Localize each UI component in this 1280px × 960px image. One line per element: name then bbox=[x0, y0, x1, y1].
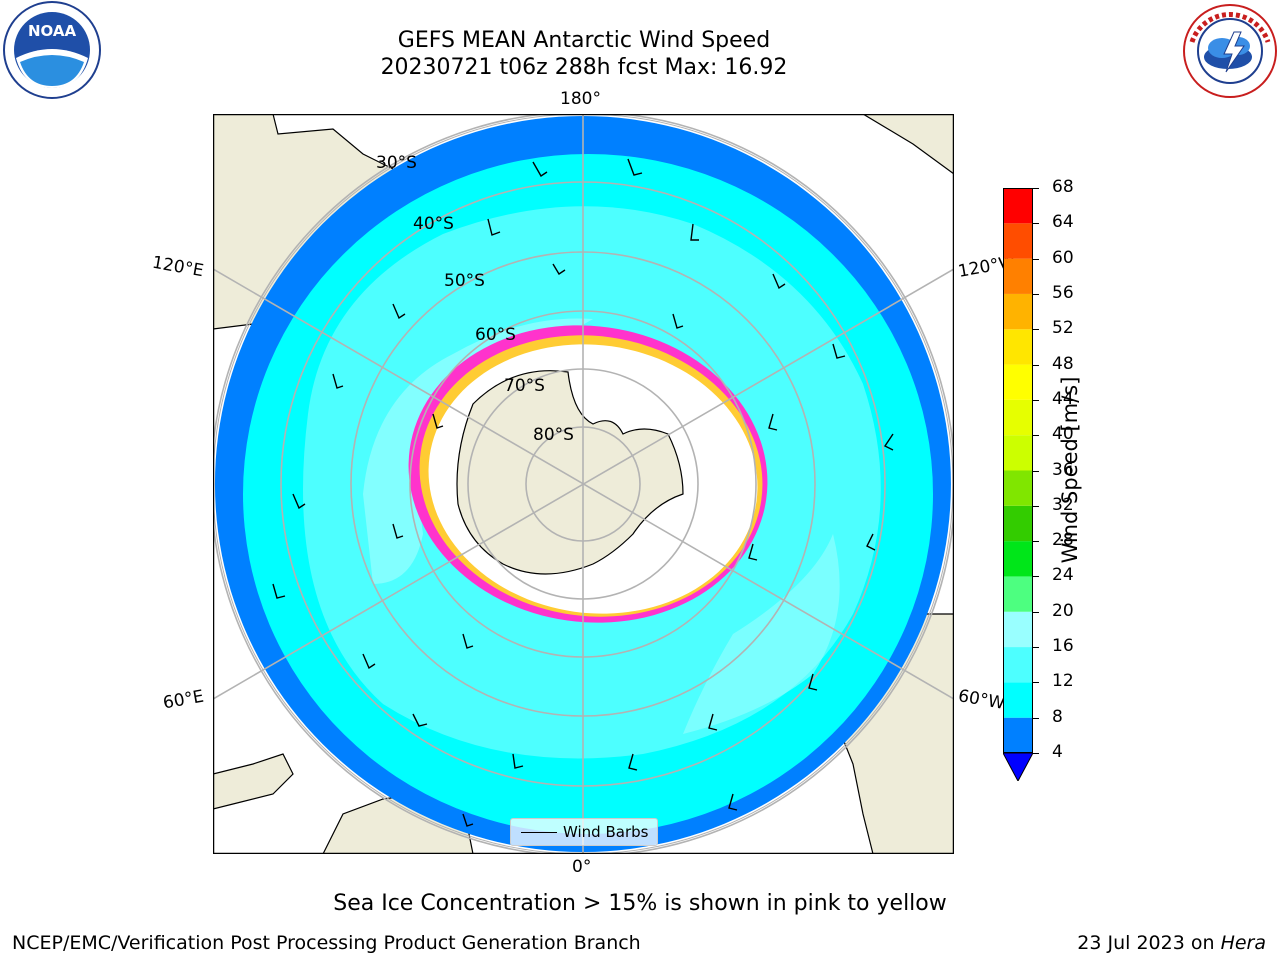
colorbar-tick-mark bbox=[1033, 399, 1039, 401]
colorbar-segment bbox=[1003, 188, 1033, 224]
land-corner-ne bbox=[861, 114, 954, 175]
lat-label-50s: 50°S bbox=[444, 271, 485, 291]
colorbar-tick-mark bbox=[1033, 647, 1039, 649]
colorbar-tick-label: 60 bbox=[1052, 247, 1074, 268]
colorbar-segment bbox=[1003, 717, 1033, 753]
colorbar-segment bbox=[1003, 258, 1033, 294]
legend-label: Wind Barbs bbox=[563, 823, 649, 841]
colorbar-segment bbox=[1003, 541, 1033, 577]
colorbar-tick-mark bbox=[1033, 223, 1039, 225]
colorbar-segment bbox=[1003, 293, 1033, 330]
colorbar-tick-mark bbox=[1033, 293, 1039, 295]
colorbar-tick-mark bbox=[1033, 329, 1039, 331]
colorbar-segment bbox=[1003, 647, 1033, 683]
colorbar-tick-mark bbox=[1033, 753, 1039, 754]
nws-logo-icon bbox=[1183, 4, 1277, 98]
lon-label-60e: 60°E bbox=[161, 686, 206, 714]
colorbar-segment bbox=[1003, 611, 1033, 648]
colorbar-tick-mark bbox=[1033, 188, 1039, 189]
colorbar-tick-mark bbox=[1033, 470, 1039, 472]
colorbar-segment bbox=[1003, 505, 1033, 542]
noaa-logo-icon: NOAA bbox=[3, 1, 101, 99]
colorbar-tick-label: 16 bbox=[1052, 636, 1074, 657]
colorbar-segment bbox=[1003, 576, 1033, 612]
colorbar-tick-label: 56 bbox=[1052, 282, 1074, 303]
lat-label-30s: 30°S bbox=[376, 153, 417, 173]
colorbar-under-arrow bbox=[1003, 752, 1033, 781]
wind-speed-colorbar bbox=[1003, 188, 1033, 781]
polar-map bbox=[213, 114, 954, 854]
colorbar-tick-mark bbox=[1033, 258, 1039, 260]
colorbar-tick-mark bbox=[1033, 576, 1039, 578]
colorbar-tick-label: 52 bbox=[1052, 318, 1074, 339]
colorbar-tick-label: 12 bbox=[1052, 671, 1074, 692]
colorbar-tick-mark bbox=[1033, 364, 1039, 366]
colorbar-tick-mark bbox=[1033, 682, 1039, 684]
lon-label-120e: 120°E bbox=[150, 252, 206, 282]
colorbar-tick-label: 20 bbox=[1052, 600, 1074, 621]
colorbar-label: Wind Speed [m/s] bbox=[1058, 376, 1082, 564]
colorbar-tick-label: 24 bbox=[1052, 565, 1074, 586]
wind-barb-legend-line bbox=[521, 832, 557, 833]
colorbar-tick-label: 64 bbox=[1052, 212, 1074, 233]
colorbar-segment bbox=[1003, 223, 1033, 259]
colorbar-segment bbox=[1003, 682, 1033, 718]
land-madagascar bbox=[213, 753, 294, 810]
wind-barbs bbox=[272, 158, 894, 827]
colorbar-tick-label: 40 bbox=[1052, 424, 1074, 445]
lon-label-0: 0° bbox=[572, 857, 592, 877]
lon-label-180: 180° bbox=[560, 89, 601, 109]
colorbar-tick-label: 28 bbox=[1052, 530, 1074, 551]
lat-label-70s: 70°S bbox=[504, 376, 545, 396]
colorbar-tick-mark bbox=[1033, 505, 1039, 507]
lat-label-60s: 60°S bbox=[475, 325, 516, 345]
lon-label-60w: 60°W bbox=[956, 686, 1007, 714]
colorbar-tick-label: 44 bbox=[1052, 388, 1074, 409]
map-legend: Wind Barbs bbox=[510, 818, 658, 846]
land-antarctica bbox=[456, 370, 684, 575]
sea-ice-note: Sea Ice Concentration > 15% is shown in … bbox=[333, 891, 947, 916]
graticule bbox=[213, 114, 954, 854]
lat-label-40s: 40°S bbox=[413, 214, 454, 234]
map-title: GEFS MEAN Antarctic Wind Speed bbox=[397, 28, 771, 53]
colorbar-tick-label: 4 bbox=[1052, 742, 1063, 762]
colorbar-tick-label: 36 bbox=[1052, 459, 1074, 480]
colorbar-tick-label: 8 bbox=[1052, 706, 1063, 727]
colorbar-segment bbox=[1003, 329, 1033, 365]
colorbar-segment bbox=[1003, 435, 1033, 471]
colorbar-tick-label: 48 bbox=[1052, 353, 1074, 374]
colorbar-tick-mark bbox=[1033, 541, 1039, 543]
map-subtitle: 20230721 t06z 288h fcst Max: 16.92 bbox=[380, 55, 788, 80]
colorbar-tick-mark bbox=[1033, 717, 1039, 719]
colorbar-tick-label: 32 bbox=[1052, 494, 1074, 515]
colorbar-tick-label: 68 bbox=[1052, 177, 1074, 197]
colorbar-tick-mark bbox=[1033, 611, 1039, 613]
lat-label-80s: 80°S bbox=[533, 425, 574, 445]
footer-date: 23 Jul 2023 on Hera bbox=[1077, 932, 1266, 954]
footer-branch: NCEP/EMC/Verification Post Processing Pr… bbox=[12, 932, 641, 954]
colorbar-segment bbox=[1003, 399, 1033, 436]
svg-text:NOAA: NOAA bbox=[28, 22, 77, 40]
colorbar-segment bbox=[1003, 470, 1033, 506]
colorbar-tick-mark bbox=[1033, 435, 1039, 437]
colorbar-segment bbox=[1003, 364, 1033, 400]
